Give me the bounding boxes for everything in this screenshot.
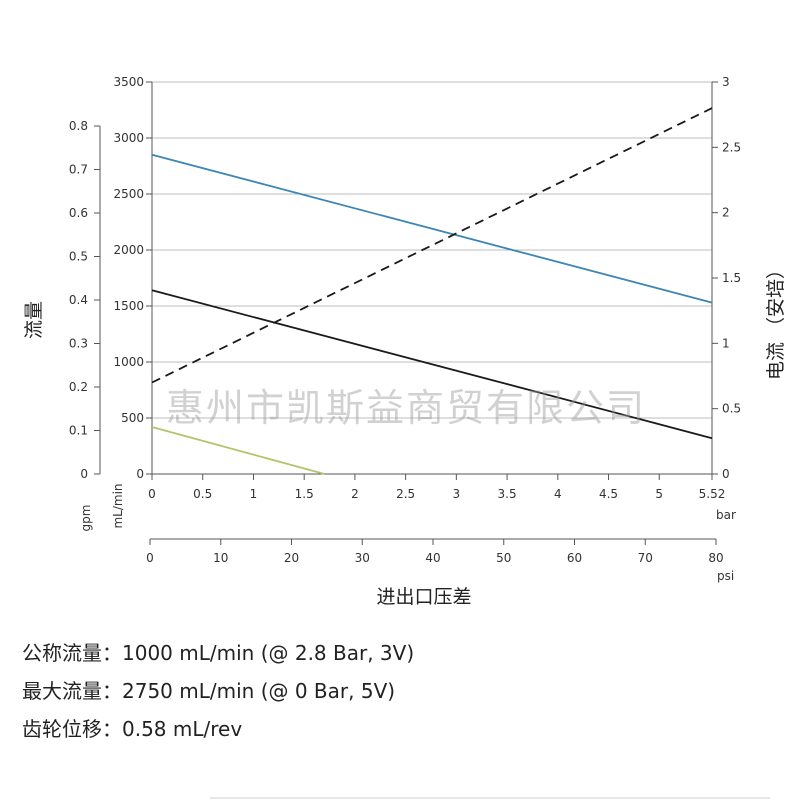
ml-unit-label: mL/min <box>111 483 125 528</box>
gpm-tick-label: 0.8 <box>69 119 88 133</box>
gpm-tick-label: 0.7 <box>69 163 88 177</box>
gpm-tick-label: 0 <box>80 467 88 481</box>
spec-value: 0.58 mL/rev <box>122 717 243 741</box>
performance-chart: 050010001500200025003000350000.10.20.30.… <box>23 75 787 608</box>
current-tick-label: 2.5 <box>722 140 741 154</box>
tick-labels: 050010001500200025003000350000.10.20.30.… <box>69 75 741 565</box>
bar-tick-label: 5 <box>655 487 663 501</box>
gpm-tick-label: 0.5 <box>69 250 88 264</box>
current-tick-label: 1 <box>722 336 730 350</box>
bar-tick-label: 1 <box>250 487 258 501</box>
psi-tick-label: 50 <box>496 551 511 565</box>
bar-tick-label: 0 <box>148 487 156 501</box>
y-axis-title-left: 流量 <box>23 301 45 339</box>
bar-tick-label: 2.5 <box>396 487 415 501</box>
bar-tick-label: 5.52 <box>699 487 726 501</box>
gpm-tick-label: 0.1 <box>69 424 88 438</box>
bar-tick-label: 4 <box>554 487 562 501</box>
x-axis-title: 进出口压差 <box>376 586 471 608</box>
gpm-unit-label: gpm <box>79 505 93 532</box>
ml-tick-label: 1500 <box>113 299 144 313</box>
psi-unit-label: psi <box>717 569 734 583</box>
psi-tick-label: 10 <box>213 551 228 565</box>
psi-tick-label: 80 <box>708 551 723 565</box>
series-line <box>151 289 713 440</box>
bar-tick-label: 1.5 <box>295 487 314 501</box>
ml-tick-label: 3500 <box>113 75 144 89</box>
spec-value: 2750 mL/min (@ 0 Bar, 5V) <box>122 679 396 703</box>
spec-gear-displacement: 齿轮位移：0.58 mL/rev <box>22 710 414 748</box>
footer-divider <box>210 797 770 799</box>
ml-tick-label: 2000 <box>113 243 144 257</box>
gpm-tick-label: 0.4 <box>69 293 88 307</box>
series-lines <box>151 107 713 475</box>
psi-tick-label: 40 <box>425 551 440 565</box>
psi-tick-label: 30 <box>355 551 370 565</box>
series-line <box>151 153 713 304</box>
current-tick-label: 0.5 <box>722 402 741 416</box>
bar-tick-label: 3.5 <box>498 487 517 501</box>
current-tick-label: 2 <box>722 206 730 220</box>
spec-value: 1000 mL/min (@ 2.8 Bar, 3V) <box>122 641 415 665</box>
spec-label: 公称流量： <box>22 641 122 665</box>
bar-unit-label: bar <box>716 508 736 522</box>
y-axis-title-right: 电流 （安培） <box>765 260 787 380</box>
ml-tick-label: 500 <box>121 411 144 425</box>
spec-list: 公称流量：1000 mL/min (@ 2.8 Bar, 3V) 最大流量：27… <box>22 634 414 748</box>
spec-label: 最大流量： <box>22 679 122 703</box>
watermark-text: 惠州市凯斯益商贸有限公司 <box>166 386 646 430</box>
gpm-tick-label: 0.2 <box>69 380 88 394</box>
spec-nominal-flow: 公称流量：1000 mL/min (@ 2.8 Bar, 3V) <box>22 634 414 672</box>
ml-tick-label: 0 <box>136 467 144 481</box>
gpm-tick-label: 0.6 <box>69 206 88 220</box>
grid-lines <box>152 81 712 475</box>
gpm-tick-label: 0.3 <box>69 337 88 351</box>
psi-tick-label: 20 <box>284 551 299 565</box>
psi-tick-label: 70 <box>638 551 653 565</box>
current-tick-label: 3 <box>722 75 730 89</box>
current-tick-label: 1.5 <box>722 271 741 285</box>
ml-tick-label: 1000 <box>113 355 144 369</box>
bar-tick-label: 3 <box>453 487 461 501</box>
bar-tick-label: 2 <box>351 487 359 501</box>
psi-tick-label: 0 <box>146 551 154 565</box>
bar-tick-label: 0.5 <box>193 487 212 501</box>
spec-label: 齿轮位移： <box>22 717 122 741</box>
spec-max-flow: 最大流量：2750 mL/min (@ 0 Bar, 5V) <box>22 672 414 710</box>
bar-tick-label: 4.5 <box>599 487 618 501</box>
ml-tick-label: 3000 <box>113 131 144 145</box>
series-line <box>151 107 713 384</box>
series-line <box>151 426 325 475</box>
ml-tick-label: 2500 <box>113 187 144 201</box>
current-tick-label: 0 <box>722 467 730 481</box>
psi-tick-label: 60 <box>567 551 582 565</box>
